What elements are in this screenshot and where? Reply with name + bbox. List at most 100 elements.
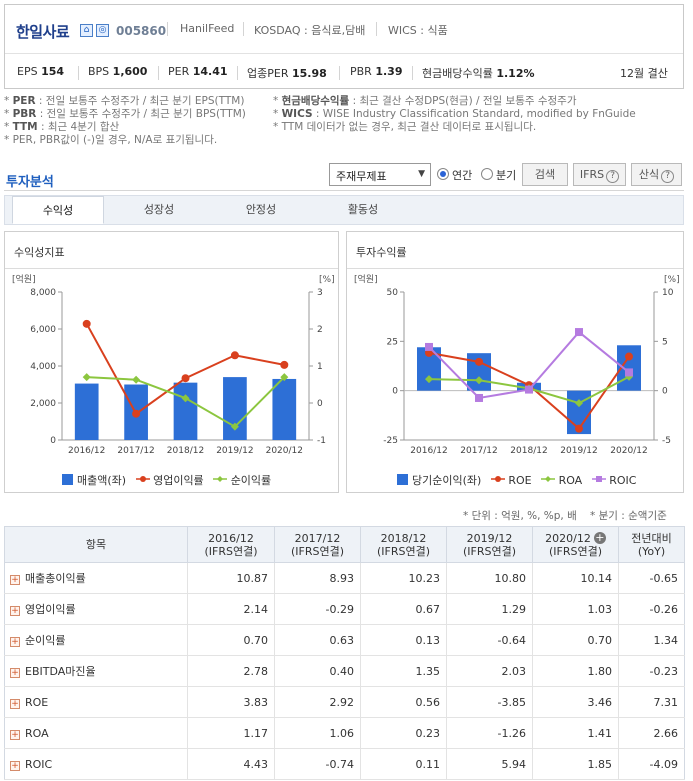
legend-item-op-margin[interactable]: 영업이익률: [135, 474, 204, 487]
bar: [74, 383, 99, 440]
radio-annual[interactable]: [437, 168, 449, 180]
table-cell: 10.80: [446, 562, 533, 594]
chart-legend: 당기순이익(좌) ROE ROA ROIC: [397, 472, 636, 488]
legend-item-roe[interactable]: ROE: [490, 474, 532, 487]
tab-growth[interactable]: 성장성: [143, 203, 175, 216]
data-point: [181, 374, 190, 383]
legend-item-roa[interactable]: ROA: [541, 474, 582, 487]
table-row: + ROA 1.17 1.06 0.23 -1.26 1.41 2.66: [4, 717, 685, 749]
search-button[interactable]: 검색: [522, 163, 568, 186]
company-header: [4, 4, 684, 89]
expand-icon[interactable]: +: [10, 606, 20, 616]
table-cell: 2.03: [446, 655, 533, 687]
legend-swatch: [591, 476, 606, 482]
header-item: 항목: [4, 526, 188, 563]
legend-item-net-margin[interactable]: 순이익률: [213, 474, 271, 487]
expand-icon[interactable]: +: [10, 575, 20, 585]
tab-stability[interactable]: 안정성: [245, 203, 277, 216]
expand-icon[interactable]: +: [10, 698, 20, 709]
investment-return-chart-panel: 투자수익률: [346, 231, 684, 493]
yoy-cell: 1.34: [618, 624, 685, 656]
row-label[interactable]: + 순이익률: [4, 624, 188, 656]
y2-tick-label: -1: [317, 436, 326, 446]
yoy-cell: 2.66: [618, 717, 685, 749]
left-axis-unit: [억원]: [354, 273, 378, 285]
note-per: * PER : 전일 보통주 수정주가 / 최근 분기 EPS(TTM): [4, 95, 245, 107]
legend-item-roic[interactable]: ROIC: [591, 474, 636, 487]
divider: [243, 22, 244, 36]
table-cell: 0.70: [187, 624, 275, 656]
note-pbr: * PBR : 전일 보통주 수정주가 / 최근 분기 BPS(TTM): [4, 108, 246, 120]
row-label[interactable]: + 영업이익률: [4, 593, 188, 625]
row-label[interactable]: + EBITDA마진율: [4, 655, 188, 687]
x-tick-label: 2018/12: [167, 446, 204, 456]
row-label[interactable]: + 매출총이익률: [4, 562, 188, 594]
data-point: [280, 373, 289, 382]
expand-icon[interactable]: +: [593, 530, 606, 544]
data-point: [230, 422, 239, 431]
quarter-note: * 분기 : 순액기준: [590, 510, 667, 522]
table-cell: -0.74: [274, 748, 361, 780]
x-tick-label: 2020/12: [610, 446, 647, 456]
expand-icon[interactable]: +: [10, 668, 20, 678]
y-tick-label: 25: [387, 337, 398, 347]
statement-select[interactable]: 주재무제표 ▼: [329, 163, 431, 186]
table-row: + 순이익률 0.70 0.63 0.13 -0.64 0.70 1.34: [4, 624, 685, 656]
left-axis-unit: [억원]: [12, 273, 36, 285]
note-ttm-missing: * TTM 데이터가 없는 경우, 최근 결산 데이터로 표시됩니다.: [273, 121, 537, 133]
table-row: + ROIC 4.43 -0.74 0.11 5.94 1.85 -4.09: [4, 748, 685, 780]
metric-bps: BPS 1,600: [88, 65, 148, 78]
note-na: * PER, PBR값이 (-)일 경우, N/A로 표기됩니다.: [4, 134, 218, 146]
ifrs-help-button[interactable]: IFRS?: [573, 163, 626, 186]
metric-eps: EPS 154: [17, 65, 65, 78]
legend-item-sales[interactable]: 매출액(좌): [62, 474, 126, 487]
question-icon: ?: [606, 170, 620, 183]
home-icon[interactable]: ⌂: [80, 24, 93, 37]
expand-icon[interactable]: +: [10, 729, 20, 740]
table-cell: 2.92: [274, 686, 361, 718]
metric-per: PER 14.41: [168, 65, 228, 78]
table-cell: 0.11: [360, 748, 447, 780]
y-tick-label: 0: [392, 387, 398, 397]
table-cell: 10.14: [532, 562, 619, 594]
metric-dividend-yield: 현금배당수익률 1.12%: [422, 67, 535, 80]
y-tick-label: 2,000: [30, 399, 56, 409]
x-tick-label: 2016/12: [68, 446, 105, 456]
header-year: 2016/12 (IFRS연결): [187, 526, 275, 563]
company-info-icon[interactable]: ◎: [96, 24, 109, 37]
table-cell: 1.41: [532, 717, 619, 749]
table-cell: 2.14: [187, 593, 275, 625]
section-title: 투자분석: [6, 175, 54, 190]
formula-help-button[interactable]: 산식?: [631, 163, 682, 186]
company-english-name: HanilFeed: [180, 22, 235, 35]
data-point: [82, 319, 91, 328]
expand-icon[interactable]: +: [10, 760, 20, 771]
yoy-cell: -0.65: [618, 562, 685, 594]
yoy-cell: -0.23: [618, 655, 685, 687]
data-point: [280, 360, 289, 369]
legend-item-net-income[interactable]: 당기순이익(좌): [397, 474, 481, 487]
row-label[interactable]: + ROIC: [4, 748, 188, 780]
right-axis-unit: [%]: [664, 275, 680, 285]
radio-annual-label[interactable]: 연간: [452, 169, 473, 182]
y-tick-label: 8,000: [30, 288, 56, 298]
profitability-table: 항목 2016/12 (IFRS연결) 2017/12 (IFRS연결) 2018/…: [4, 526, 685, 780]
row-label[interactable]: + ROA: [4, 717, 188, 749]
table-row: + 매출총이익률 10.87 8.93 10.23 10.80 10.14 -0.65: [4, 562, 685, 594]
note-dividend: * 현금배당수익률 : 최근 결산 수정DPS(현금) / 전일 보통주 수정주…: [273, 95, 577, 107]
radio-quarter[interactable]: [481, 168, 493, 180]
table-cell: 1.17: [187, 717, 275, 749]
table-cell: 0.23: [360, 717, 447, 749]
x-tick-label: 2019/12: [216, 446, 253, 456]
row-label[interactable]: + ROE: [4, 686, 188, 718]
table-cell: 0.70: [532, 624, 619, 656]
tab-activity[interactable]: 활동성: [347, 203, 379, 216]
data-point: [575, 424, 583, 433]
tab-profitability[interactable]: 수익성: [12, 196, 104, 224]
radio-quarter-label[interactable]: 분기: [496, 169, 517, 182]
note-ttm: * TTM : 최근 4분기 합산: [4, 121, 120, 133]
data-point: [181, 394, 190, 403]
expand-icon[interactable]: +: [10, 637, 20, 647]
y-tick-label: 0: [50, 436, 56, 446]
data-point: [82, 373, 91, 382]
